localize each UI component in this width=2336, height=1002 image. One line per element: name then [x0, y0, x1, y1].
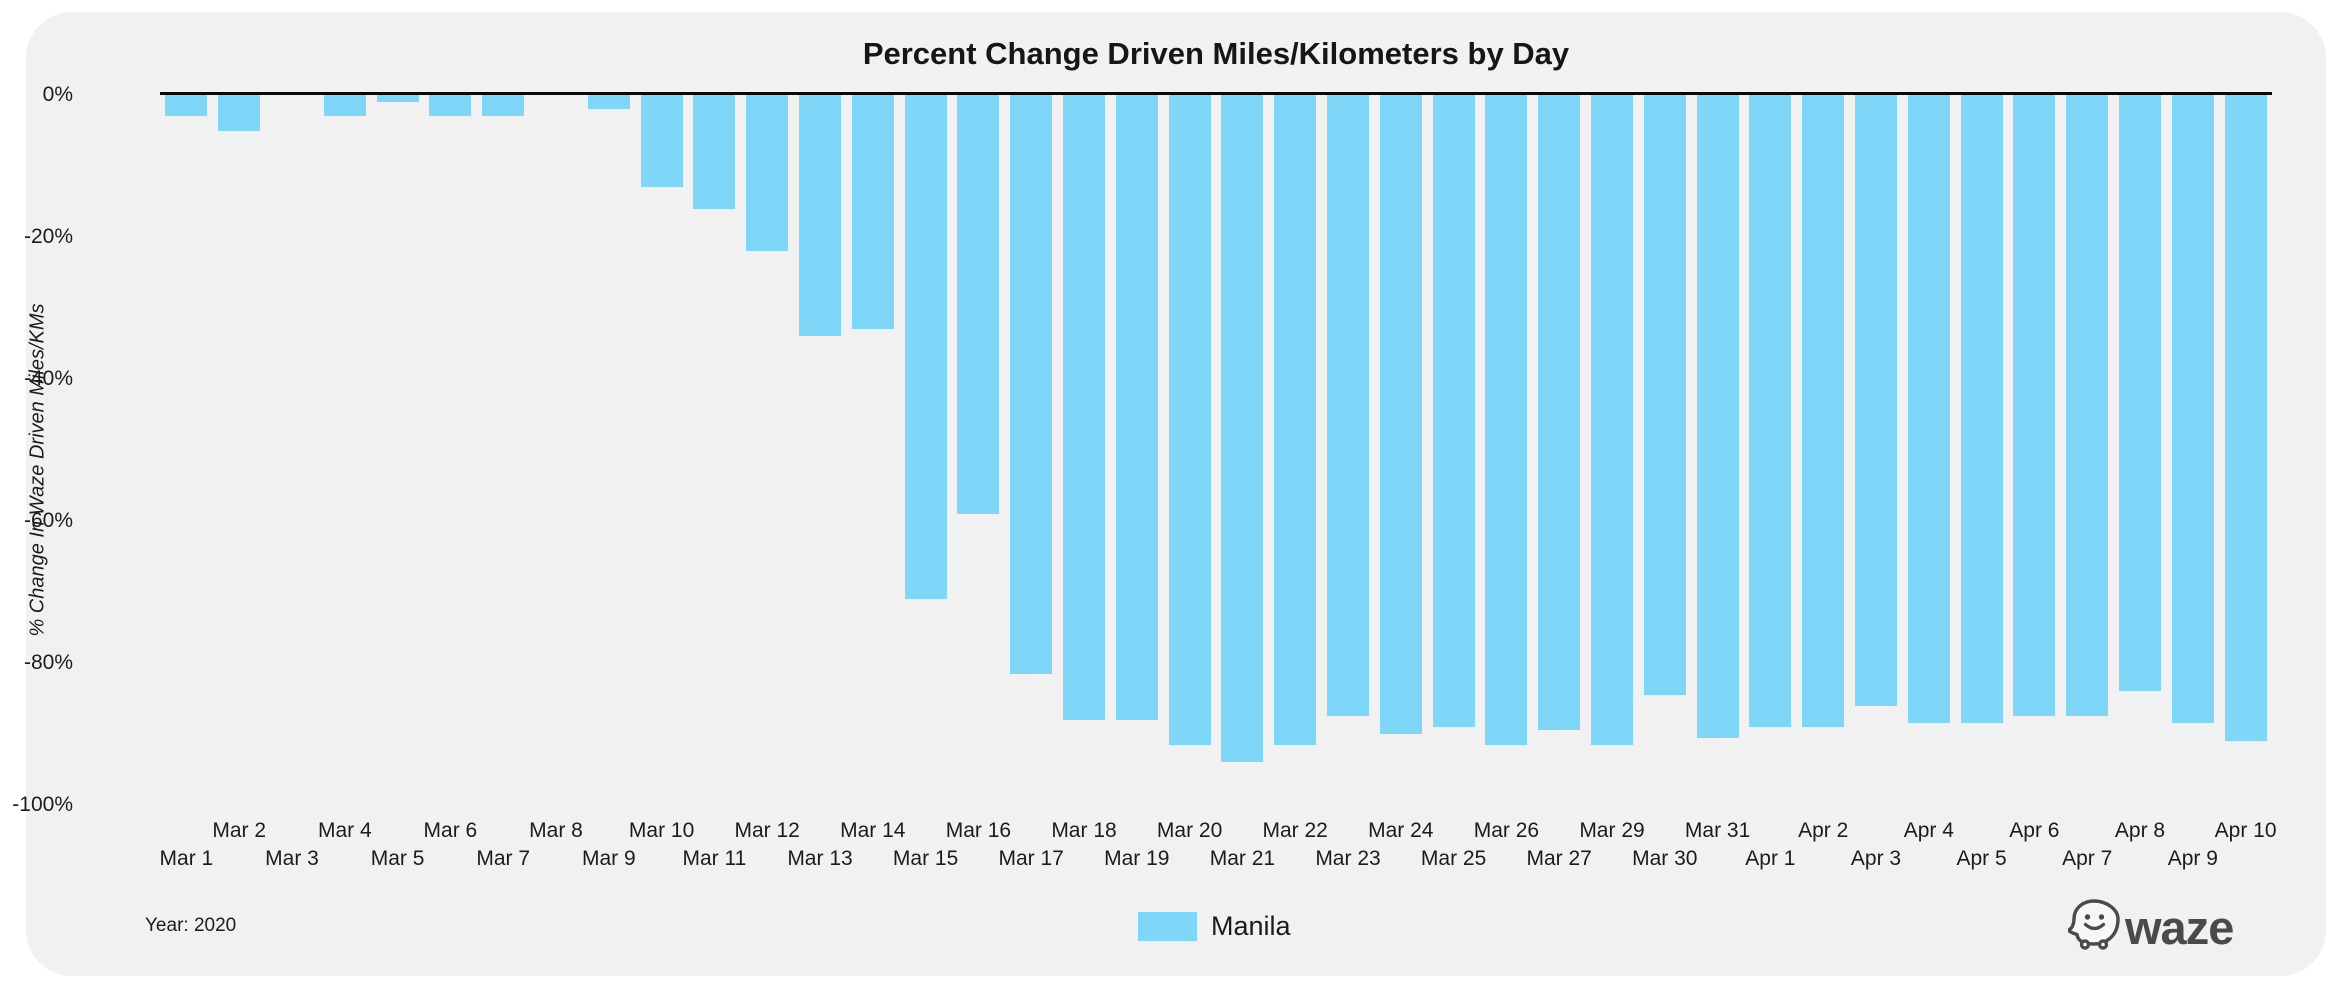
bar-mar-27[interactable] — [1538, 95, 1581, 731]
bar-apr-8[interactable] — [2119, 95, 2161, 692]
bar-mar-22[interactable] — [1274, 95, 1317, 745]
bar-mar-25[interactable] — [1432, 95, 1475, 727]
bar-mar-4[interactable] — [323, 95, 366, 117]
x-tick-label: Mar 16 — [945, 819, 1012, 842]
x-tick-label: Mar 8 — [529, 819, 583, 842]
x-tick-label: Mar 20 — [1156, 819, 1223, 842]
bar-mar-12[interactable] — [746, 95, 789, 252]
x-tick-label: Apr 6 — [2009, 819, 2060, 842]
bar-mar-1[interactable] — [165, 95, 208, 117]
bar-mar-13[interactable] — [799, 95, 841, 337]
bar-mar-21[interactable] — [1221, 95, 1264, 763]
y-tick-label: -60% — [23, 509, 73, 532]
x-tick-label: Mar 15 — [892, 847, 959, 870]
bar-apr-3[interactable] — [1855, 95, 1897, 706]
x-tick-label: Mar 12 — [734, 819, 800, 842]
x-tick-label: Apr 2 — [1798, 819, 1849, 842]
bar-mar-14[interactable] — [851, 95, 894, 330]
bar-mar-17[interactable] — [1010, 95, 1053, 674]
waze-face-icon — [2067, 898, 2120, 957]
x-tick-label: Apr 4 — [1903, 819, 1954, 842]
bar-apr-9[interactable] — [2171, 95, 2214, 724]
bar-apr-10[interactable] — [2224, 95, 2267, 742]
legend-swatch-manila — [1138, 912, 1197, 941]
x-tick-label: Apr 1 — [1745, 847, 1796, 870]
y-tick-label: -80% — [23, 651, 73, 674]
x-tick-label: Mar 14 — [840, 819, 906, 842]
x-tick-label: Mar 4 — [317, 819, 372, 842]
x-tick-label: Mar 29 — [1579, 819, 1645, 842]
bar-apr-5[interactable] — [1960, 95, 2003, 724]
waze-logo: waze — [2067, 898, 2234, 957]
x-tick-label: Mar 10 — [628, 819, 695, 842]
bar-apr-7[interactable] — [2066, 95, 2109, 717]
x-tick-label: Mar 26 — [1473, 819, 1540, 842]
bar-apr-6[interactable] — [2013, 95, 2056, 717]
x-tick-label: Mar 23 — [1315, 847, 1381, 870]
x-tick-label: Mar 17 — [998, 847, 1064, 870]
x-tick-label: Mar 13 — [787, 847, 853, 870]
y-tick-label: -20% — [23, 225, 73, 248]
bar-mar-26[interactable] — [1485, 95, 1528, 745]
x-tick-label: Apr 10 — [2214, 819, 2277, 842]
bar-mar-10[interactable] — [640, 95, 683, 188]
bar-mar-5[interactable] — [376, 95, 419, 103]
bar-mar-16[interactable] — [957, 95, 1000, 514]
x-tick-label: Mar 11 — [682, 847, 747, 870]
x-tick-label: Apr 5 — [1956, 847, 2007, 870]
x-tick-label: Mar 2 — [212, 819, 267, 842]
x-tick-label: Mar 3 — [265, 847, 319, 870]
x-tick-label: Apr 7 — [2062, 847, 2113, 870]
legend-label: Manila — [1211, 911, 1291, 941]
x-axis-zero-line — [160, 92, 2272, 95]
bar-mar-29[interactable] — [1591, 95, 1633, 745]
x-tick-label: Mar 21 — [1209, 847, 1276, 870]
bar-apr-4[interactable] — [1907, 95, 1950, 724]
x-tick-label: Apr 9 — [2167, 847, 2218, 870]
x-tick-label: Mar 9 — [581, 847, 636, 870]
x-tick-label: Mar 6 — [423, 819, 478, 842]
x-tick-label: Apr 3 — [1850, 847, 1902, 870]
bar-apr-1[interactable] — [1749, 95, 1792, 727]
x-tick-label: Mar 30 — [1632, 847, 1698, 870]
y-tick-label: -40% — [23, 367, 73, 390]
bar-mar-7[interactable] — [482, 95, 525, 117]
y-tick-label: -100% — [12, 793, 73, 816]
y-tick-label: 0% — [42, 83, 73, 106]
waze-wordmark: waze — [2125, 901, 2234, 954]
x-tick-label: Mar 18 — [1051, 819, 1117, 842]
chart-title: Percent Change Driven Miles/Kilometers b… — [862, 36, 1570, 71]
bar-mar-24[interactable] — [1379, 95, 1422, 734]
plot-area: 0% -20% -40% -60% -80% -100% Mar 1 Mar 2 Mar 3 M… — [12, 83, 2276, 870]
bar-mar-2[interactable] — [218, 95, 261, 131]
bar-mar-18[interactable] — [1063, 95, 1105, 720]
bar-mar-15[interactable] — [904, 95, 947, 600]
y-axis-title: % Change In Waze Driven Miles/KMs — [26, 303, 49, 637]
year-note: Year: 2020 — [145, 915, 237, 936]
x-tick-label: Mar 19 — [1104, 847, 1170, 870]
bar-mar-31[interactable] — [1696, 95, 1739, 738]
bar-mar-30[interactable] — [1643, 95, 1686, 695]
bar-mar-11[interactable] — [693, 95, 736, 209]
x-tick-label: Mar 27 — [1526, 847, 1592, 870]
x-tick-label: Mar 25 — [1420, 847, 1487, 870]
bar-mar-19[interactable] — [1115, 95, 1158, 720]
x-tick-label: Mar 22 — [1262, 819, 1328, 842]
x-tick-label: Mar 1 — [159, 847, 214, 870]
x-tick-label: Mar 31 — [1684, 819, 1751, 842]
bar-mar-6[interactable] — [429, 95, 472, 117]
x-tick-label: Mar 24 — [1368, 819, 1434, 842]
x-tick-label: Apr 8 — [2114, 819, 2166, 842]
bar-mar-20[interactable] — [1168, 95, 1211, 745]
bar-mar-9[interactable] — [587, 95, 630, 110]
bar-mar-23[interactable] — [1327, 95, 1369, 717]
legend: Manila — [1138, 911, 1291, 942]
bar-apr-2[interactable] — [1802, 95, 1845, 727]
x-tick-label: Mar 7 — [476, 847, 531, 870]
x-tick-label: Mar 5 — [370, 847, 425, 870]
